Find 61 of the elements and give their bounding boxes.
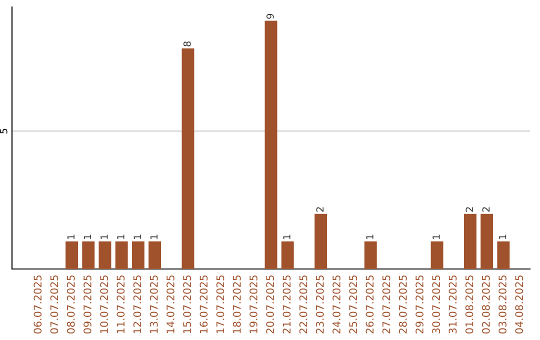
- y-tick-label: 5: [0, 128, 8, 134]
- x-tick-label: 17.07.2025: [216, 275, 224, 334]
- data-label: 1: [432, 234, 440, 239]
- bar: [182, 48, 194, 269]
- bar: [314, 214, 328, 269]
- bar: [464, 214, 476, 269]
- x-tick-label: 07.07.2025: [50, 275, 58, 334]
- data-label: 1: [84, 234, 92, 239]
- x-tick-label: 31.07.2025: [448, 275, 457, 334]
- x-tick-label: 29.07.2025: [416, 275, 424, 334]
- x-tick-label: 08.07.2025: [66, 275, 75, 334]
- x-tick-label: 28.07.2025: [398, 275, 407, 334]
- x-tick-label: 11.07.2025: [116, 275, 125, 334]
- bar: [430, 241, 444, 269]
- x-tick-label: 25.07.2025: [349, 275, 358, 334]
- x-tick-label: 24.07.2025: [332, 275, 340, 334]
- x-tick-label: 23.07.2025: [316, 275, 324, 334]
- x-tick-label: 03.08.2025: [498, 275, 506, 334]
- bar: [264, 20, 278, 269]
- bar: [98, 241, 112, 269]
- x-tick-label: 18.07.2025: [232, 275, 241, 334]
- x-tick-label: 09.07.2025: [84, 275, 92, 334]
- data-label: 1: [100, 234, 108, 239]
- bar: [132, 241, 144, 269]
- bar: [364, 241, 377, 269]
- x-tick-label: 27.07.2025: [382, 275, 390, 334]
- data-label: 1: [283, 234, 290, 239]
- x-tick-label: 26.07.2025: [366, 275, 374, 334]
- x-tick-label: 30.07.2025: [432, 275, 440, 334]
- data-label: 2: [466, 207, 473, 212]
- x-tick-label: 04.08.2025: [515, 275, 524, 334]
- bar: [281, 241, 294, 269]
- data-label: 9: [266, 14, 274, 19]
- x-tick-label: 15.07.2025: [183, 275, 192, 334]
- x-tick-label: 13.07.2025: [150, 275, 158, 334]
- data-label: 8: [183, 41, 191, 46]
- bar: [66, 241, 78, 269]
- data-label: 1: [134, 234, 141, 239]
- data-label: 2: [482, 207, 490, 212]
- data-label: 1: [117, 234, 124, 239]
- data-label: 1: [499, 234, 506, 239]
- data-label: 1: [366, 234, 374, 239]
- bar: [480, 214, 494, 269]
- bar: [497, 241, 510, 269]
- x-tick-label: 19.07.2025: [250, 275, 258, 334]
- x-tick-label: 06.07.2025: [34, 275, 42, 334]
- x-tick-label: 02.08.2025: [482, 275, 490, 334]
- x-tick-label: 12.07.2025: [133, 275, 142, 334]
- x-tick-label: 01.08.2025: [465, 275, 474, 334]
- data-label: 2: [316, 207, 324, 212]
- bar: [148, 241, 162, 269]
- bar: [115, 241, 128, 269]
- x-tick-label: 10.07.2025: [100, 275, 108, 334]
- data-label: 1: [67, 234, 74, 239]
- x-tick-label: 20.07.2025: [266, 275, 274, 334]
- x-tick-label: 16.07.2025: [200, 275, 208, 334]
- x-tick-label: 22.07.2025: [299, 275, 308, 334]
- x-tick-label: 21.07.2025: [282, 275, 291, 334]
- x-tick-label: 14.07.2025: [166, 275, 174, 334]
- data-label: 1: [150, 234, 158, 239]
- bar: [82, 241, 95, 269]
